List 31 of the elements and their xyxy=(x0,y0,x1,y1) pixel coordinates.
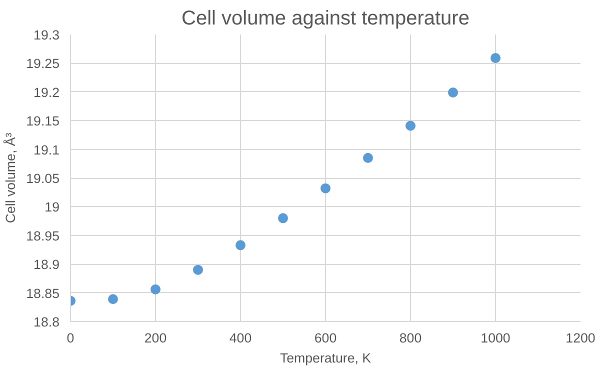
point xyxy=(150,284,160,294)
x-tick-label: 200 xyxy=(144,330,167,346)
y-axis-title: Cell volume, Å³ xyxy=(3,132,18,224)
y-tick-label: 18.85 xyxy=(26,286,60,301)
y-tick-label: 19.15 xyxy=(26,114,60,129)
y-tick-label: 19.3 xyxy=(34,28,60,42)
y-tick-label: 19.2 xyxy=(34,84,60,100)
chart-title: Cell volume against temperature xyxy=(182,8,470,30)
y-tick-label: 19 xyxy=(44,200,60,215)
y-tick-label: 19.25 xyxy=(26,56,60,72)
y-tick-label: 19.05 xyxy=(26,171,60,186)
point xyxy=(236,240,246,250)
point xyxy=(448,87,458,98)
y-tick-label: 18.95 xyxy=(26,228,60,244)
point xyxy=(278,213,288,224)
x-tick-label: 600 xyxy=(314,330,337,346)
x-tick-label: 0 xyxy=(66,330,74,346)
x-tick-label: 400 xyxy=(229,330,252,346)
x-axis-title: Temperature, K xyxy=(280,350,372,366)
x-tick-label: 800 xyxy=(399,330,422,346)
point xyxy=(320,183,330,194)
point xyxy=(108,294,118,304)
point xyxy=(490,53,500,64)
point xyxy=(363,152,373,163)
point xyxy=(193,264,203,275)
x-tick-label: 1200 xyxy=(566,330,596,346)
y-tick-label: 18.8 xyxy=(34,314,60,330)
x-tick-label: 1000 xyxy=(480,330,510,346)
y-tick-label: 18.9 xyxy=(34,257,60,272)
point xyxy=(406,120,416,131)
y-tick-label: 19.1 xyxy=(34,142,60,158)
